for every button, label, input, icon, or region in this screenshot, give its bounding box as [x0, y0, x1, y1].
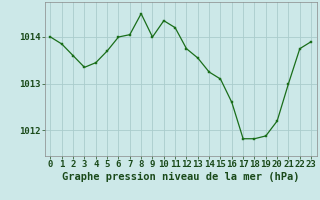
X-axis label: Graphe pression niveau de la mer (hPa): Graphe pression niveau de la mer (hPa) [62, 172, 300, 182]
